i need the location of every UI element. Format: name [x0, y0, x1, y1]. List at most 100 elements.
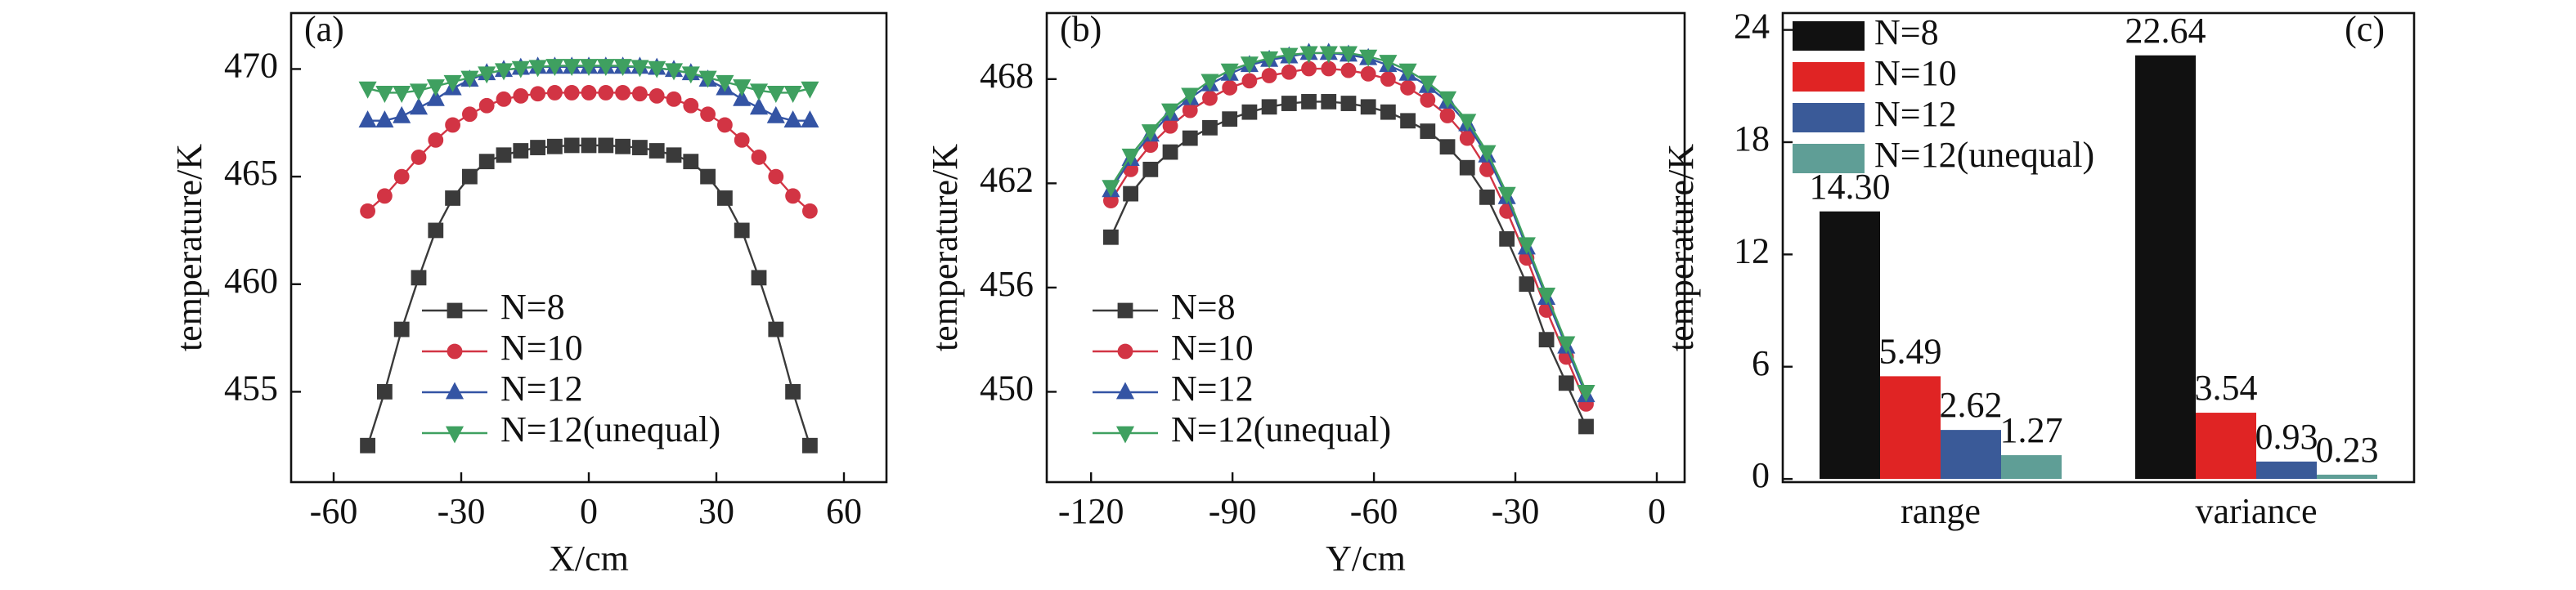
y-tick-label: 12 — [1734, 230, 1770, 270]
bar — [2001, 455, 2062, 480]
x-tick-label: 30 — [698, 491, 734, 531]
plot-frame — [1045, 11, 1686, 484]
marker — [579, 59, 599, 77]
legend-label: N=12(unequal) — [1874, 135, 2094, 175]
marker — [683, 154, 699, 170]
marker — [733, 79, 752, 97]
marker — [1319, 46, 1338, 64]
marker — [1459, 130, 1475, 146]
marker — [1321, 94, 1337, 110]
x-tick-label: -30 — [438, 491, 486, 531]
marker — [581, 137, 597, 154]
marker — [530, 140, 546, 155]
legend-label: N=12(unequal) — [1171, 409, 1391, 449]
marker — [632, 86, 648, 102]
marker — [801, 81, 819, 99]
marker — [1162, 118, 1178, 134]
legend-marker — [447, 343, 463, 360]
panel-label: (c) — [2345, 9, 2385, 49]
marker — [462, 168, 478, 185]
marker — [496, 91, 512, 107]
marker — [1497, 186, 1516, 204]
y-tick-label: 468 — [980, 56, 1034, 96]
marker — [632, 140, 648, 155]
value-label: 0.93 — [2255, 417, 2318, 457]
marker — [733, 88, 752, 106]
x-tick-label: -30 — [1492, 491, 1540, 531]
marker — [1577, 385, 1595, 402]
marker — [411, 270, 427, 286]
marker — [1281, 96, 1297, 111]
y-tick-label: 455 — [224, 369, 278, 409]
legend-swatch — [1793, 21, 1865, 51]
marker — [494, 63, 514, 81]
marker — [783, 110, 802, 128]
marker — [1379, 55, 1398, 73]
marker — [426, 88, 445, 106]
value-label: 1.27 — [2000, 410, 2063, 450]
x-tick-label: variance — [2196, 491, 2318, 531]
value-label: 0.23 — [2316, 430, 2379, 470]
legend-swatch — [1793, 62, 1865, 92]
marker — [547, 85, 563, 101]
marker — [563, 85, 580, 101]
marker — [698, 70, 717, 88]
marker — [1558, 375, 1574, 391]
marker — [749, 83, 769, 101]
legend-marker — [445, 426, 464, 444]
marker — [1141, 124, 1160, 142]
marker — [1557, 336, 1576, 354]
marker — [1301, 94, 1317, 110]
marker — [360, 437, 376, 454]
bar — [1941, 430, 2001, 480]
y-axis-label: temperature/K — [925, 144, 965, 351]
marker — [462, 106, 478, 123]
marker — [700, 168, 716, 185]
marker — [1299, 46, 1318, 64]
plot-frame — [1781, 11, 2416, 484]
marker — [631, 60, 649, 78]
bar — [2135, 55, 2196, 480]
value-label: 3.54 — [2195, 368, 2258, 408]
marker — [700, 106, 716, 123]
marker — [393, 168, 410, 185]
marker — [1479, 189, 1495, 205]
marker — [648, 87, 665, 104]
marker — [1202, 90, 1218, 106]
marker — [513, 87, 529, 104]
marker — [717, 117, 733, 133]
marker — [375, 110, 394, 128]
marker — [393, 321, 410, 337]
marker — [1222, 80, 1238, 96]
marker — [1222, 111, 1238, 127]
marker — [664, 63, 684, 81]
legend-label: N=8 — [1171, 287, 1236, 327]
marker — [1280, 47, 1299, 65]
marker — [1202, 119, 1218, 136]
marker — [409, 83, 429, 101]
marker — [1121, 148, 1140, 166]
legend-label: N=12 — [1171, 369, 1254, 409]
marker — [615, 138, 631, 154]
marker — [1538, 332, 1555, 348]
legend-marker — [447, 302, 463, 319]
marker — [648, 60, 666, 78]
marker — [513, 143, 529, 159]
marker — [478, 154, 495, 170]
marker — [1517, 237, 1536, 255]
marker — [409, 97, 429, 115]
marker — [358, 81, 377, 99]
marker — [766, 86, 785, 103]
marker — [377, 188, 393, 204]
y-axis-label: temperature/K — [1661, 144, 1701, 351]
marker — [460, 70, 479, 88]
marker — [1160, 103, 1180, 121]
y-tick-label: 456 — [980, 264, 1034, 304]
panel-label: (a) — [304, 9, 344, 49]
marker — [1400, 113, 1416, 129]
marker — [511, 60, 530, 78]
legend-marker — [445, 382, 464, 400]
marker — [1478, 145, 1497, 163]
marker — [1380, 71, 1396, 87]
marker — [360, 203, 376, 219]
